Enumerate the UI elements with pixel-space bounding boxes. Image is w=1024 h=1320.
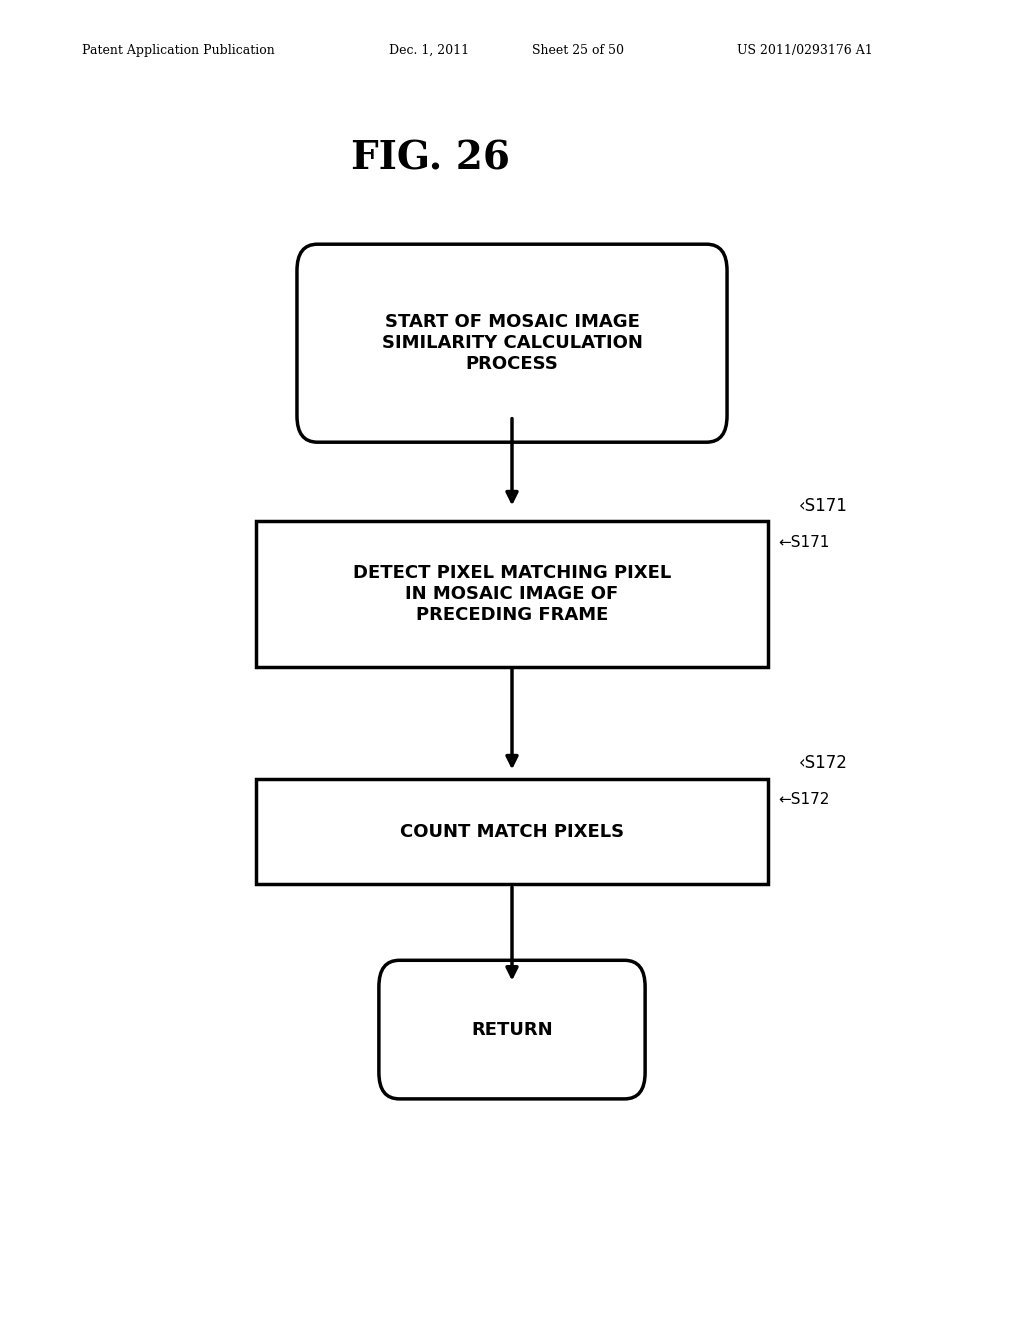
Text: FIG. 26: FIG. 26 — [350, 140, 510, 177]
Text: ←S171: ←S171 — [778, 535, 829, 549]
Text: ‹S172: ‹S172 — [799, 754, 848, 772]
FancyBboxPatch shape — [379, 961, 645, 1098]
Text: Patent Application Publication: Patent Application Publication — [82, 44, 274, 57]
Text: COUNT MATCH PIXELS: COUNT MATCH PIXELS — [400, 822, 624, 841]
Text: RETURN: RETURN — [471, 1020, 553, 1039]
Text: DETECT PIXEL MATCHING PIXEL
IN MOSAIC IMAGE OF
PRECEDING FRAME: DETECT PIXEL MATCHING PIXEL IN MOSAIC IM… — [353, 564, 671, 624]
Text: START OF MOSAIC IMAGE
SIMILARITY CALCULATION
PROCESS: START OF MOSAIC IMAGE SIMILARITY CALCULA… — [382, 313, 642, 374]
Text: ‹S171: ‹S171 — [799, 496, 848, 515]
Text: Sheet 25 of 50: Sheet 25 of 50 — [532, 44, 625, 57]
Text: ←S172: ←S172 — [778, 792, 829, 807]
Bar — [256, 521, 768, 667]
Text: Dec. 1, 2011: Dec. 1, 2011 — [389, 44, 469, 57]
Text: US 2011/0293176 A1: US 2011/0293176 A1 — [737, 44, 873, 57]
Bar — [256, 779, 768, 884]
FancyBboxPatch shape — [297, 244, 727, 442]
